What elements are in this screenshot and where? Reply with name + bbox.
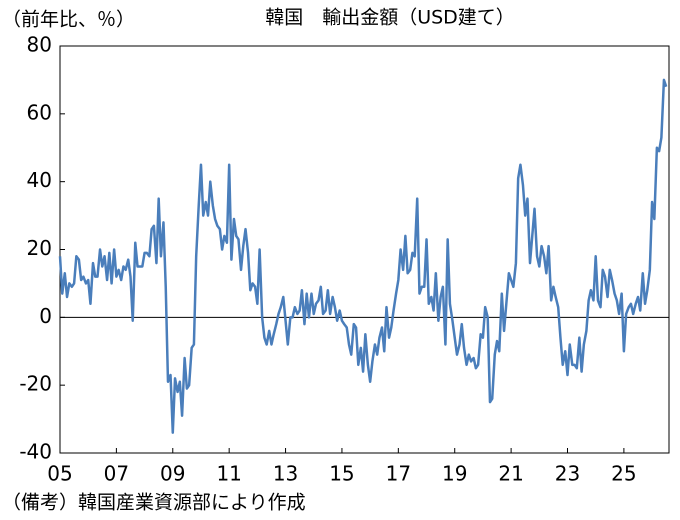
x-tick-label: 19 bbox=[442, 462, 467, 486]
x-tick-label: 17 bbox=[386, 462, 411, 486]
data-line bbox=[58, 78, 668, 434]
x-tick-label: 07 bbox=[104, 462, 129, 486]
source-note: （備考）韓国産業資源部により作成 bbox=[2, 492, 306, 514]
y-axis-label: （前年比、％） bbox=[2, 9, 135, 31]
x-tick-label: 21 bbox=[498, 462, 523, 486]
y-tick-label: 0 bbox=[39, 304, 52, 328]
y-tick-label: -20 bbox=[19, 372, 52, 396]
y-tick-label: 80 bbox=[27, 33, 52, 57]
x-tick-label: 09 bbox=[160, 462, 185, 486]
x-tick-label: 23 bbox=[555, 462, 580, 486]
y-tick-label: 60 bbox=[27, 100, 52, 124]
y-tick-label: -40 bbox=[19, 440, 52, 464]
x-tick-label: 11 bbox=[216, 462, 241, 486]
x-tick-label: 05 bbox=[47, 462, 72, 486]
plot-frame bbox=[59, 45, 670, 454]
chart-title: 韓国 輸出金額（USD建て） bbox=[265, 7, 515, 29]
y-tick-label: 20 bbox=[27, 236, 52, 260]
x-tick-label: 13 bbox=[273, 462, 298, 486]
x-tick-label: 15 bbox=[329, 462, 354, 486]
x-tick-label: 25 bbox=[611, 462, 636, 486]
y-tick-label: 40 bbox=[27, 168, 52, 192]
